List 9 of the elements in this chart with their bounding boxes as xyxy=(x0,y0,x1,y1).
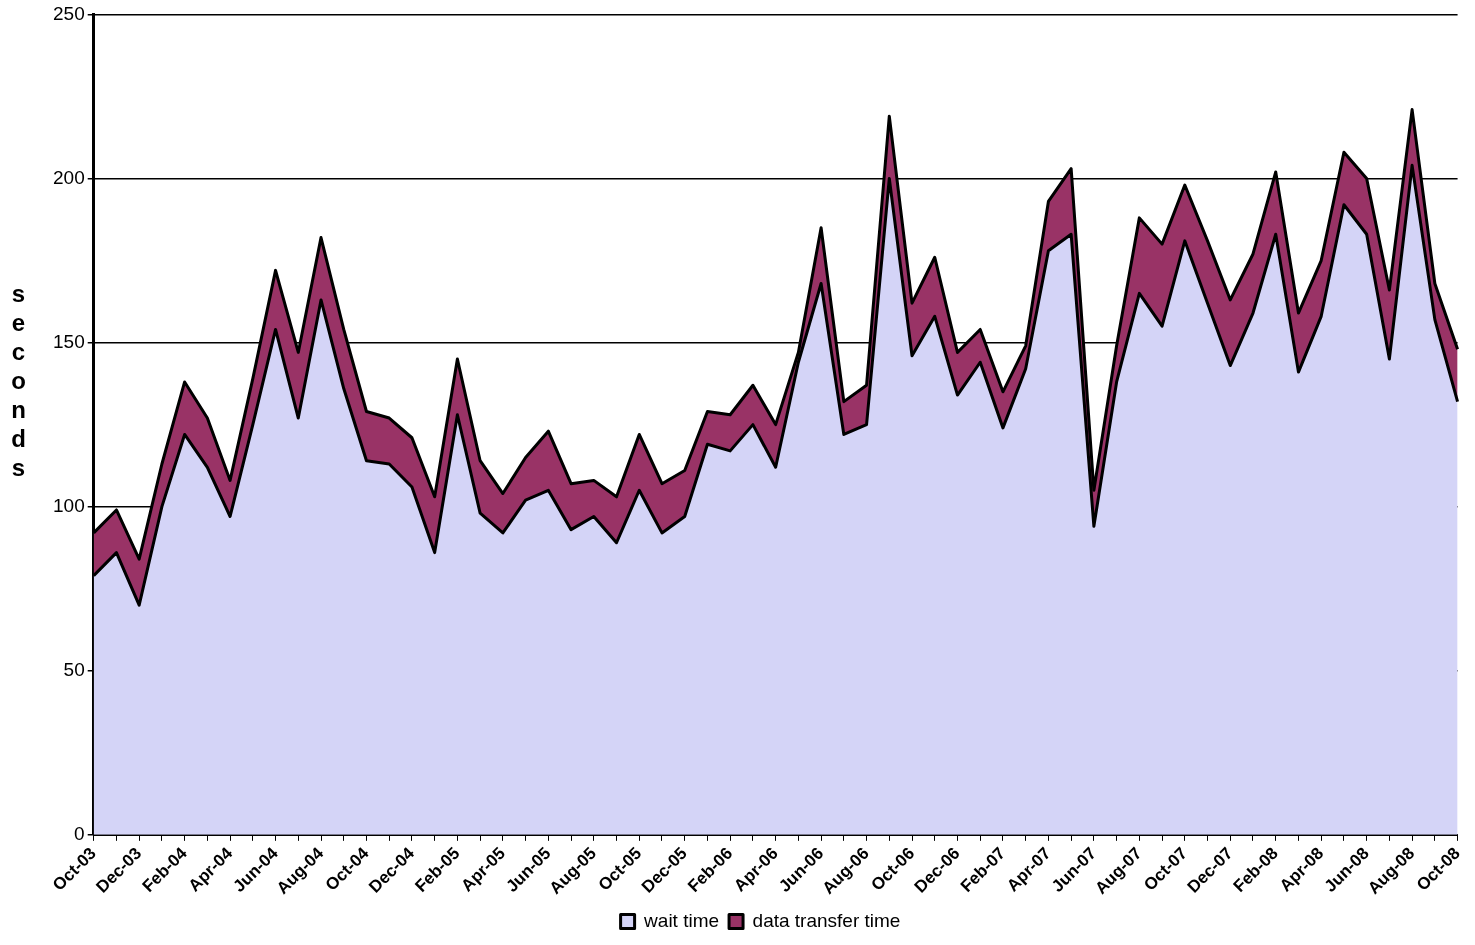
legend-label: data transfer time xyxy=(752,909,901,931)
y-axis-title: seconds xyxy=(4,280,32,483)
y-tick-label: 50 xyxy=(63,658,85,680)
y-tick-label: 150 xyxy=(53,330,85,352)
y-tick-label: 250 xyxy=(53,2,85,24)
y-tick-label: 100 xyxy=(53,494,85,516)
y-tick-label: 0 xyxy=(74,823,85,845)
legend-label: wait time xyxy=(643,909,720,931)
y-tick-label: 200 xyxy=(53,166,85,188)
